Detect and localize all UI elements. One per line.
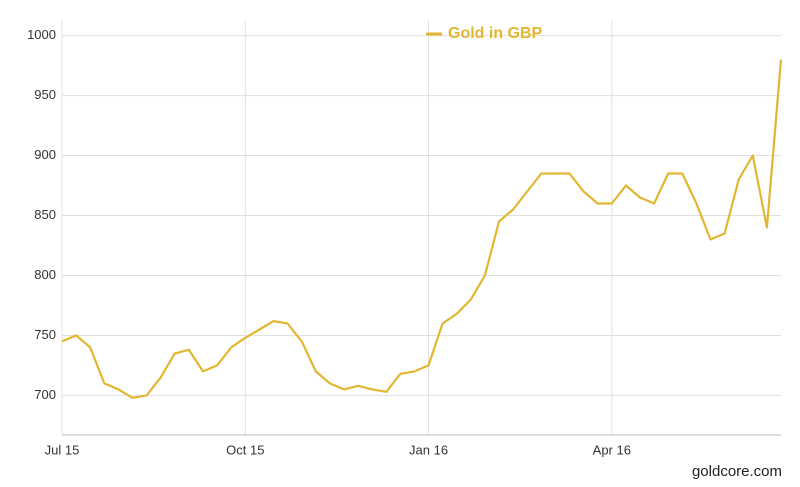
y-tick-label: 1000 [27,27,56,42]
x-tick-label: Oct 15 [226,442,264,457]
x-tick-label: Apr 16 [593,442,631,457]
y-tick-label: 950 [34,87,56,102]
y-tick-label: 700 [34,387,56,402]
x-tick-label: Jan 16 [409,442,448,457]
y-tick-label: 750 [34,327,56,342]
x-tick-label: Jul 15 [45,442,80,457]
y-tick-label: 800 [34,267,56,282]
legend-label: Gold in GBP [448,25,543,42]
y-tick-label: 900 [34,147,56,162]
price-line [61,59,783,399]
y-tick-label: 850 [34,207,56,222]
source-credit: goldcore.com [692,463,782,480]
